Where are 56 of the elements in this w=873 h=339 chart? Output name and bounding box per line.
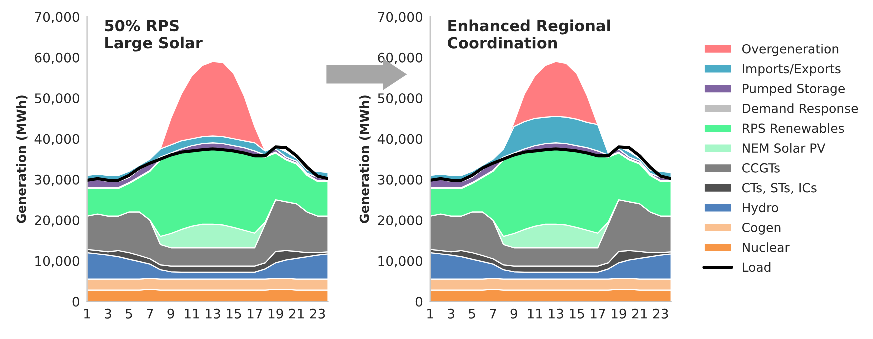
y-tick-label: 40,000: [34, 134, 80, 146]
x-tick-label: 23: [653, 308, 668, 319]
legend-label: Pumped Storage: [743, 84, 845, 96]
y-axis-title: Generation (MWh): [360, 96, 371, 224]
legend-label: CCGTs: [742, 163, 780, 173]
x-tick-label: 1: [84, 309, 90, 319]
x-tick-label: 21: [289, 308, 304, 319]
y-tick-label: 70,000: [378, 12, 423, 24]
x-tick-label: 3: [105, 308, 112, 319]
y-tick-label: 30,000: [378, 174, 423, 186]
y-tick-label: 20,000: [35, 216, 80, 227]
x-tick-label: 19: [612, 308, 626, 319]
x-tick-label: 5: [126, 309, 132, 319]
y-tick-label: 60,000: [35, 52, 80, 64]
y-tick-label: 30,000: [35, 174, 80, 186]
text: Enhanced Regional Coordination: [448, 20, 610, 49]
x-tick-label: 11: [185, 309, 200, 319]
x-tick-label: 9: [510, 308, 518, 319]
x-tick-label: 15: [570, 309, 584, 319]
x-tick-label: 17: [591, 309, 606, 319]
y-tick-label: 50,000: [378, 94, 423, 105]
legend-label: CTs, STs, ICs: [742, 183, 817, 194]
x-tick-label: 13: [549, 308, 564, 319]
legend-label: NEM Solar PV: [743, 143, 826, 154]
x-tick-label: 1: [428, 309, 434, 319]
legend-label: Demand Response: [743, 104, 858, 116]
y-tick-label: 50,000: [35, 94, 80, 105]
legend-label: RPS Renewables: [743, 124, 844, 134]
x-tick-label: 17: [248, 309, 262, 319]
y-tick-label: 10,000: [36, 256, 80, 268]
y-axis-title: Generation (MWh): [16, 96, 28, 224]
x-tick-label: 9: [168, 308, 174, 319]
x-tick-label: 13: [206, 308, 220, 319]
x-tick-label: 15: [227, 309, 242, 319]
x-tick-label: 7: [490, 309, 496, 319]
legend-label: Nuclear: [743, 242, 790, 252]
legend-label: Cogen: [742, 222, 781, 235]
x-tick-label: 21: [632, 308, 648, 319]
y-tick-label: 10,000: [378, 256, 423, 268]
y-tick-label: 60,000: [378, 52, 423, 64]
x-tick-label: 23: [310, 308, 326, 319]
y-tick-label: 40,000: [378, 134, 423, 146]
x-tick-label: 19: [268, 308, 284, 319]
legend-label: Imports/Exports: [743, 64, 841, 76]
x-tick-label: 3: [448, 308, 454, 319]
legend-label: Overgeneration: [742, 44, 839, 56]
x-tick-label: 5: [469, 309, 476, 319]
y-tick-label: 20,000: [378, 216, 423, 227]
x-tick-label: 7: [147, 309, 154, 319]
y-tick-label: 0: [72, 296, 80, 307]
legend-label: Load: [743, 262, 771, 272]
y-tick-label: 70,000: [35, 12, 80, 24]
legend-label: Hydro: [743, 202, 778, 215]
x-tick-label: 11: [528, 309, 542, 319]
text: 50% RPS Large Solar: [105, 20, 203, 52]
y-tick-label: 0: [416, 296, 423, 307]
